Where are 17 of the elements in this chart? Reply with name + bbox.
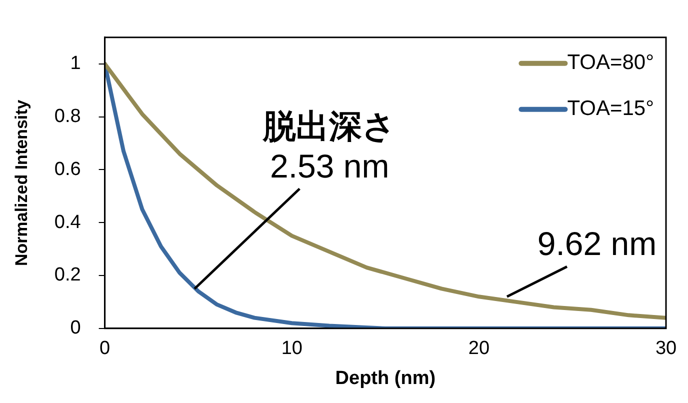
y-tick-label: 0 — [70, 318, 81, 339]
x-axis-title: Depth (nm) — [335, 368, 436, 389]
annotation: 2.53 nm — [270, 147, 390, 184]
x-tick-label: 10 — [281, 338, 302, 360]
annotation: 9.62 nm — [537, 225, 657, 262]
x-tick-label: 30 — [655, 338, 677, 360]
x-tick-label: 0 — [100, 338, 110, 360]
y-axis-title: Normalized Intensity — [12, 99, 31, 266]
legend-label: TOA=15° — [567, 97, 654, 120]
y-tick-label: 0.8 — [54, 106, 81, 127]
y-tick-label: 0.2 — [54, 264, 81, 286]
annotation: 脱出深さ — [262, 107, 396, 144]
x-tick-label: 20 — [468, 338, 490, 360]
y-tick-label: 1 — [70, 53, 81, 74]
y-tick-label: 0.6 — [54, 158, 81, 180]
y-tick-label: 0.4 — [54, 212, 82, 233]
legend-label: TOA=80° — [567, 51, 654, 74]
